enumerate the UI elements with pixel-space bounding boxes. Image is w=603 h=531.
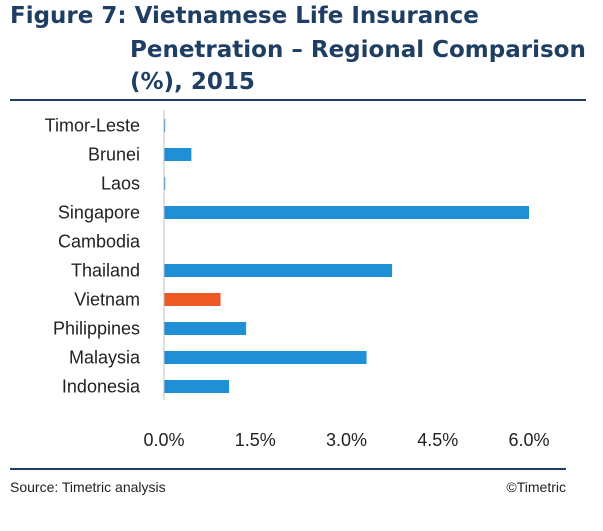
category-label-singapore: Singapore: [58, 203, 140, 223]
category-label-timor-leste: Timor-Leste: [45, 116, 140, 136]
bar-laos: [164, 177, 166, 190]
category-label-laos: Laos: [101, 174, 140, 194]
bar-timor-leste: [164, 119, 166, 132]
bar-indonesia: [164, 380, 230, 393]
bar-singapore: [164, 206, 529, 219]
x-tick-label: 1.5%: [235, 430, 276, 450]
category-label-cambodia: Cambodia: [58, 232, 141, 252]
bar-malaysia: [164, 351, 367, 364]
x-tick-label: 4.5%: [417, 430, 458, 450]
bar-chart: Timor-Leste Brunei Laos Singapore Cambodia Th…: [45, 110, 550, 450]
bottom-divider: [10, 468, 566, 470]
x-tick-label: 6.0%: [508, 430, 549, 450]
category-label-thailand: Thailand: [71, 261, 140, 281]
title-line-2: Penetration – Regional Comparison (%), 2…: [130, 34, 586, 98]
category-label-malaysia: Malaysia: [69, 348, 141, 368]
x-tick-label: 3.0%: [326, 430, 367, 450]
title-line-2-text: Penetration – Regional Comparison: [130, 37, 586, 63]
category-label-philippines: Philippines: [53, 319, 140, 339]
title-line-3-text: (%), 2015: [130, 69, 255, 95]
source-note: Source: Timetric analysis: [10, 479, 166, 495]
top-divider: [10, 99, 586, 101]
title-line-1: Figure 7: Vietnamese Life Insurance: [10, 3, 479, 29]
category-label-brunei: Brunei: [88, 145, 140, 165]
copyright-note: ©Timetric: [506, 479, 566, 495]
x-tick-label: 0.0%: [143, 430, 184, 450]
bar-thailand: [164, 264, 393, 277]
bar-philippines: [164, 322, 247, 335]
category-label-vietnam: Vietnam: [74, 290, 140, 310]
category-label-indonesia: Indonesia: [62, 377, 141, 397]
bar-vietnam: [164, 293, 221, 306]
bar-brunei: [164, 148, 192, 161]
